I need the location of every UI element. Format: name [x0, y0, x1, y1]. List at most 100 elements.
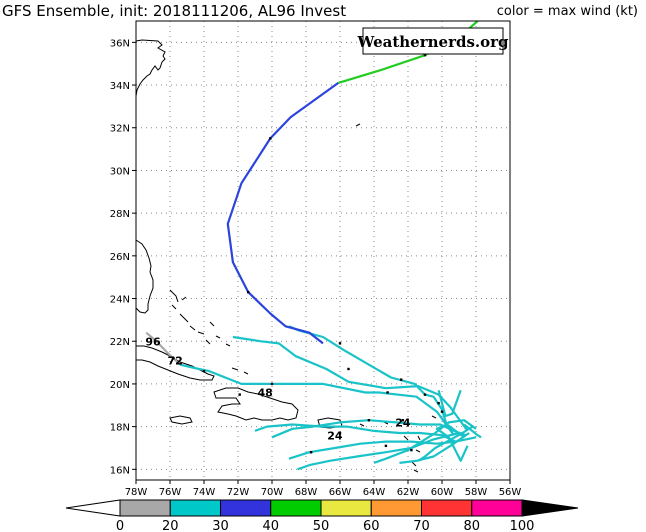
lesser-antilles: [359, 415, 437, 473]
lon-tick-label: 78W: [125, 487, 148, 498]
colorbar-tick-label: 100: [510, 519, 535, 532]
lon-tick-label: 56W: [499, 487, 522, 498]
colorbar-tick-label: 20: [162, 519, 179, 532]
track-marker: [423, 53, 427, 57]
track-marker: [269, 137, 272, 140]
track-marker: [202, 369, 206, 373]
bahamas: [169, 289, 231, 347]
track-marker: [270, 382, 274, 386]
ensemble-track: [179, 363, 455, 436]
track-marker: [338, 431, 342, 435]
ensemble-track: [271, 419, 467, 439]
colorbar-tick-label: 40: [262, 519, 279, 532]
lat-tick-label: 22N: [110, 337, 130, 348]
ensemble-track: [288, 440, 456, 460]
track-marker: [172, 357, 175, 360]
ensemble-track: [435, 423, 469, 462]
track-marker: [338, 342, 342, 345]
coastline-us: [135, 39, 166, 97]
lon-tick-label: 62W: [397, 487, 420, 498]
chart-title: GFS Ensemble, init: 2018111206, AL96 Inv…: [2, 2, 347, 20]
colorbar-end-right: [521, 499, 579, 517]
forecast-hour-label: 24: [395, 417, 411, 430]
ensemble-track: [437, 389, 462, 418]
ensemble-track: [417, 425, 474, 462]
forecast-hour-label: 48: [258, 387, 273, 400]
colorbar-swatch: [471, 499, 523, 517]
colorbar-tick-label: 60: [363, 519, 380, 532]
forecast-hour-label: 72: [167, 355, 182, 368]
lat-tick-label: 26N: [110, 252, 130, 263]
coastlines: [135, 39, 437, 473]
watermark-text: Weathernerds.org: [356, 33, 509, 51]
colorbar-swatch: [270, 499, 322, 517]
track-marker: [423, 393, 427, 396]
track-marker: [347, 367, 350, 371]
colorbar-swatch: [169, 499, 221, 517]
lat-tick-label: 30N: [110, 166, 130, 177]
lon-tick-label: 68W: [295, 487, 318, 498]
track-markers: [172, 53, 444, 454]
colorbar-tick-label: 30: [212, 519, 229, 532]
track-marker: [386, 391, 389, 394]
turks-caicos: [231, 123, 361, 375]
color-note: color = max wind (kt): [496, 4, 638, 19]
ensemble-track: [288, 325, 449, 427]
lat-tick-label: 24N: [110, 295, 130, 306]
forecast-hour-labels: 96 72 48 24 24: [145, 336, 411, 443]
ensemble-track: [373, 419, 477, 464]
jamaica: [169, 415, 193, 425]
ensemble-track: [232, 335, 469, 432]
colorbar-end-left: [65, 499, 121, 517]
ensemble-track: [463, 423, 482, 439]
colorbar-swatch: [370, 499, 422, 517]
colorbar-tick-label: 70: [413, 519, 430, 532]
lon-tick-label: 60W: [431, 487, 454, 498]
lon-tick-label: 58W: [465, 487, 488, 498]
track-marker: [437, 401, 440, 405]
ensemble-tracks: [145, 20, 482, 471]
lon-tick-label: 66W: [329, 487, 352, 498]
track-marker: [367, 419, 371, 422]
hispaniola: [213, 387, 299, 421]
lat-tick-label: 28N: [110, 209, 130, 220]
lon-tick-label: 70W: [261, 487, 284, 498]
ensemble-track: [254, 423, 477, 443]
cuba: [136, 345, 215, 381]
lat-tick-label: 18N: [110, 423, 130, 434]
colorbar-swatch: [119, 499, 171, 517]
lon-tick-label: 64W: [363, 487, 386, 498]
track-marker: [410, 448, 413, 452]
ensemble-track: [297, 431, 460, 471]
lat-tick-label: 32N: [110, 124, 130, 135]
track-marker: [440, 410, 444, 413]
colorbar-tick-label: 50: [313, 519, 330, 532]
lon-tick-label: 76W: [159, 487, 182, 498]
coastline-florida: [135, 239, 154, 314]
lat-tick-label: 36N: [110, 38, 130, 49]
forecast-hour-label: 96: [145, 336, 161, 349]
map-frame: [135, 20, 511, 481]
colorbar-swatch: [421, 499, 473, 517]
lon-tick-label: 74W: [193, 487, 216, 498]
ensemble-track: [226, 82, 339, 345]
track-marker: [247, 290, 250, 294]
track-marker: [238, 393, 241, 396]
track-marker: [401, 419, 405, 422]
colorbar-swatch: [320, 499, 372, 517]
track-marker: [400, 378, 403, 381]
colorbar: 0 20 30 40 50 60 70 80 100: [65, 499, 579, 532]
colorbar-tick-label: 80: [463, 519, 480, 532]
axis-ticks: 78W 76W 74W 72W 70W 68W 66W 64W 62W 60W 58W 56W 16N 1…: [110, 38, 522, 498]
ensemble-track: [399, 432, 470, 464]
lat-tick-label: 34N: [110, 81, 130, 92]
watermark: Weathernerds.org: [356, 27, 509, 55]
track-marker: [309, 451, 313, 454]
lat-tick-label: 20N: [110, 380, 130, 391]
lon-tick-label: 72W: [227, 487, 250, 498]
lat-tick-label: 16N: [110, 465, 130, 476]
track-marker: [384, 444, 388, 448]
colorbar-tick-label: 0: [116, 519, 124, 532]
forecast-hour-label: 24: [327, 429, 343, 442]
